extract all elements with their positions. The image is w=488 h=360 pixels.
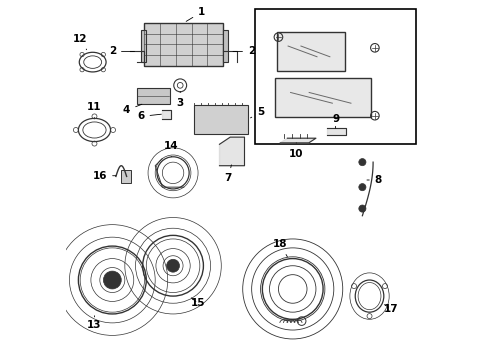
Circle shape [358,158,365,166]
FancyBboxPatch shape [121,170,131,183]
FancyBboxPatch shape [276,32,344,71]
FancyBboxPatch shape [274,78,370,117]
Text: 11: 11 [87,102,102,117]
Text: 5: 5 [250,107,264,118]
Circle shape [358,205,365,212]
Text: 18: 18 [272,239,287,257]
Text: 16: 16 [92,171,116,181]
Polygon shape [280,138,315,143]
Polygon shape [219,137,244,166]
FancyBboxPatch shape [223,30,228,62]
Text: 6: 6 [137,111,161,121]
Text: 9: 9 [331,113,339,128]
Text: 13: 13 [87,316,102,330]
Polygon shape [162,111,171,119]
FancyBboxPatch shape [136,88,170,104]
Text: 17: 17 [383,303,397,314]
Text: 3: 3 [176,91,183,108]
Circle shape [166,259,179,272]
Text: 8: 8 [366,175,381,185]
FancyBboxPatch shape [194,105,247,134]
Text: 2: 2 [108,46,134,57]
Text: 2: 2 [232,46,255,57]
Text: 1: 1 [186,7,205,21]
Text: 7: 7 [224,165,232,183]
FancyBboxPatch shape [141,30,146,62]
Polygon shape [326,128,346,135]
Circle shape [358,184,365,191]
Text: 10: 10 [288,143,303,158]
FancyBboxPatch shape [255,9,415,144]
Text: 14: 14 [163,141,178,157]
Text: 15: 15 [190,298,205,308]
Circle shape [103,271,121,289]
Text: 12: 12 [73,34,87,50]
FancyBboxPatch shape [144,23,223,66]
Text: 4: 4 [122,104,142,115]
